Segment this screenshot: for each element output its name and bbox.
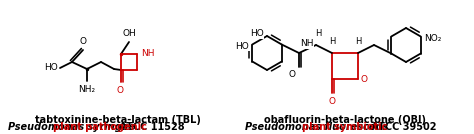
Text: ATCC 11528: ATCC 11528 — [116, 122, 185, 132]
Text: HO: HO — [250, 29, 264, 38]
Text: tabtoxinine-beta-lactam (TBL): tabtoxinine-beta-lactam (TBL) — [35, 115, 201, 125]
Text: O: O — [328, 97, 336, 106]
Text: NH: NH — [141, 49, 155, 59]
Text: H: H — [315, 29, 321, 38]
Text: HO: HO — [44, 64, 58, 72]
Text: obafluorin-beta-lactone (OBI): obafluorin-beta-lactone (OBI) — [264, 115, 426, 125]
Text: O: O — [80, 37, 86, 46]
Text: Pseudomonas syringae: Pseudomonas syringae — [9, 122, 136, 132]
Text: NH: NH — [301, 40, 314, 49]
Text: OH: OH — [122, 29, 136, 38]
Text: plant pathogenic: plant pathogenic — [53, 122, 147, 133]
Text: O: O — [117, 86, 124, 95]
Text: H: H — [329, 37, 335, 46]
Text: ATCC 39502: ATCC 39502 — [368, 122, 436, 132]
Text: plant symbiotic: plant symbiotic — [302, 122, 388, 133]
Text: Pseudomonas fluorescens: Pseudomonas fluorescens — [246, 122, 389, 132]
Text: NH₂: NH₂ — [78, 85, 96, 94]
Text: O: O — [361, 75, 368, 83]
Text: HO: HO — [236, 42, 249, 51]
Text: O: O — [289, 70, 296, 79]
Text: NO₂: NO₂ — [424, 34, 441, 43]
Text: H: H — [355, 37, 361, 46]
